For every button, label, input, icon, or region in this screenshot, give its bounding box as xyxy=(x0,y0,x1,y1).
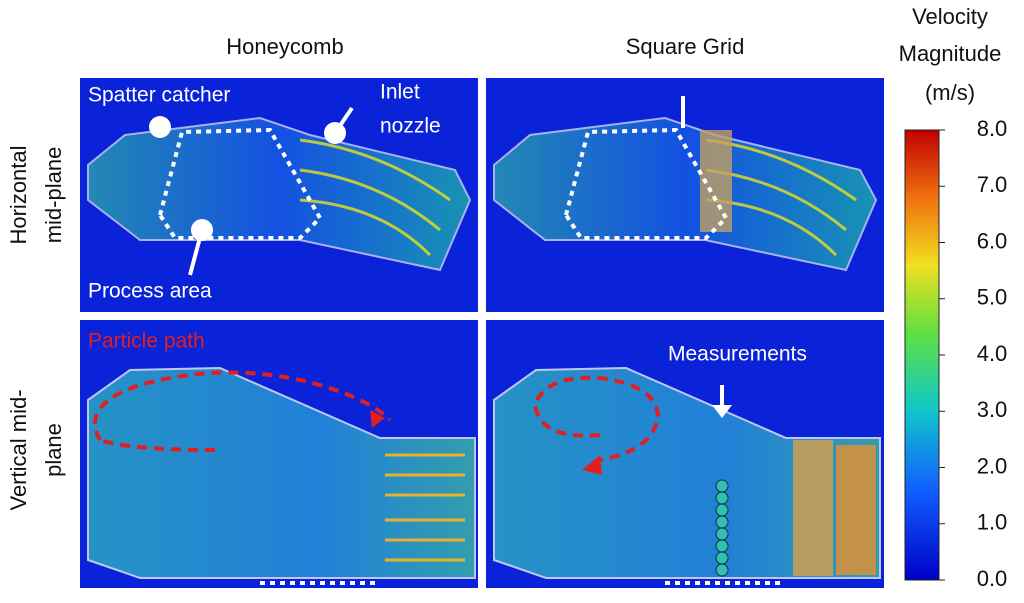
flow-exit xyxy=(836,445,876,575)
panels xyxy=(80,78,884,588)
colorbar-tick-label: 1.0 xyxy=(977,510,1008,535)
row-title: Vertical mid- xyxy=(6,389,31,510)
colorbar-tick-label: 2.0 xyxy=(977,453,1008,478)
row-title: Horizontal xyxy=(6,145,31,244)
colorbar-tick-label: 6.0 xyxy=(977,228,1008,253)
colorbar-tick-label: 4.0 xyxy=(977,341,1008,366)
arrowhead xyxy=(370,410,385,428)
marker xyxy=(149,116,171,138)
colorbar xyxy=(904,129,940,581)
annotation: Measurements xyxy=(668,343,807,366)
annotation: Spatter catcher xyxy=(88,84,230,107)
colorbar-tick-label: 7.0 xyxy=(977,172,1008,197)
colorbar-title: Magnitude xyxy=(899,41,1002,66)
annotation: Process area xyxy=(88,280,212,303)
housing xyxy=(493,366,881,579)
annotation: nozzle xyxy=(380,115,441,138)
colorbar-title: Velocity xyxy=(912,4,988,29)
housing xyxy=(87,366,476,579)
row-title: mid-plane xyxy=(41,147,66,244)
column-title: Honeycomb xyxy=(226,34,343,59)
row-title-line: mid-plane xyxy=(41,147,66,244)
colorbar-tick-label: 5.0 xyxy=(977,285,1008,310)
column-title: Square Grid xyxy=(626,34,745,59)
row-title-line: Vertical mid- xyxy=(6,389,31,510)
pointer xyxy=(333,106,354,135)
row-title-line: Horizontal xyxy=(6,145,31,244)
particle-path xyxy=(532,375,661,462)
row-title: plane xyxy=(41,423,66,477)
colorbar-tick-label: 8.0 xyxy=(977,116,1008,141)
colorbar-tick-label: 3.0 xyxy=(977,397,1008,422)
arrowhead xyxy=(582,455,602,475)
housing xyxy=(87,116,472,272)
colorbar-ticks: 0.0 1.0 2.0 3.0 4.0 5.0 6.0 7.0 8.0 xyxy=(939,116,1007,591)
colorbar-tick-label: 0.0 xyxy=(977,566,1008,591)
particle-path xyxy=(93,370,392,452)
row-title-line: plane xyxy=(41,423,66,477)
honeycomb-channels xyxy=(385,453,465,562)
arrowhead xyxy=(712,405,732,418)
annotation: Particle path xyxy=(88,330,205,353)
colorbar-title: (m/s) xyxy=(925,80,975,105)
annotation: Inlet xyxy=(380,81,420,104)
pointer xyxy=(188,229,204,276)
housing xyxy=(493,116,878,272)
square-grid xyxy=(793,440,833,576)
measurement-points xyxy=(715,479,729,577)
